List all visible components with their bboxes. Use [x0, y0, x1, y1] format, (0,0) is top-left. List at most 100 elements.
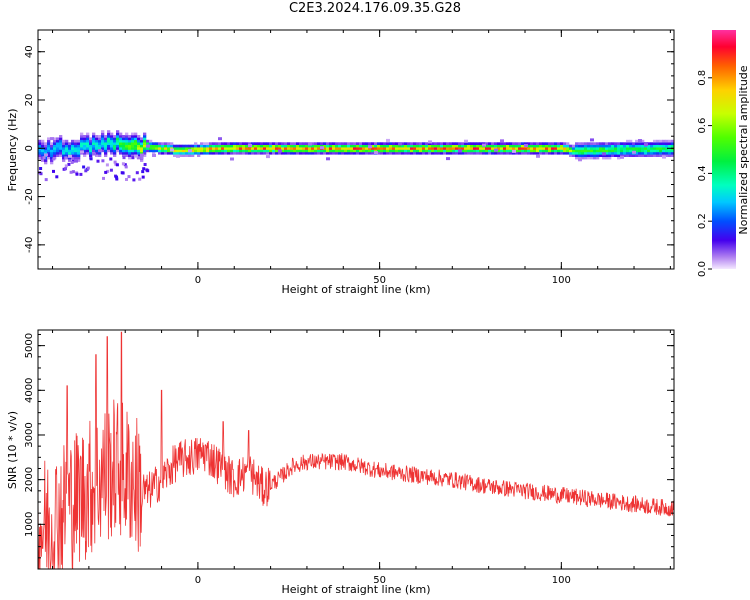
colorbar-tick-label: 0.4	[697, 165, 708, 181]
spectrogram-cell	[170, 151, 174, 155]
spectrogram-cell	[530, 142, 534, 145]
spectrogram-cell	[416, 144, 420, 148]
spectrogram-cell	[230, 144, 234, 148]
spectrogram-cell	[347, 144, 351, 148]
spectrogram-cell	[305, 144, 309, 148]
spectrogram-cell	[113, 147, 117, 150]
spectrogram-cell	[50, 156, 54, 160]
spectrogram-cell	[590, 156, 594, 160]
spectrogram-cell	[137, 149, 141, 153]
spectrogram-cell	[71, 147, 75, 150]
spectrogram-cell	[662, 139, 666, 143]
spectrogram-cell	[221, 144, 225, 148]
spectrogram-cell	[50, 154, 54, 157]
spectrogram-cell	[338, 151, 342, 155]
spectrogram-cell	[62, 139, 66, 143]
spectrogram-cell	[668, 154, 672, 157]
spectrogram-cell	[545, 151, 549, 155]
spectrogram-cell	[455, 149, 459, 153]
spectrogram-cell	[650, 147, 654, 150]
spectrogram-cell	[479, 147, 483, 150]
spectrogram-cell	[215, 151, 219, 155]
spectrogram-cell	[140, 159, 144, 162]
spectrogram-cell	[665, 144, 669, 148]
spectrogram-cell	[584, 156, 588, 160]
spectrogram-cell	[515, 149, 519, 153]
spectrogram-cell	[617, 149, 621, 153]
spectrogram-cell	[506, 149, 510, 153]
spectrogram-cell	[233, 149, 237, 153]
spectrogram-cell	[608, 142, 612, 145]
spectrogram-cell	[530, 144, 534, 148]
spectrogram-cell	[188, 151, 192, 155]
spectrogram-cell	[404, 147, 408, 150]
spectrogram-cell	[500, 144, 504, 148]
spectrogram-cell	[44, 161, 48, 165]
spectrogram-cell	[611, 154, 615, 157]
spectrogram-cell	[194, 147, 198, 150]
spectrogram-cell	[596, 151, 600, 155]
spectrogram-cell	[434, 142, 438, 145]
spectrogram-cell	[125, 132, 129, 136]
spectrogram-cell	[470, 149, 474, 153]
spectrogram-cell	[470, 151, 474, 155]
spectrogram-cell	[143, 147, 147, 150]
spectrogram-cell	[62, 156, 66, 160]
spectrogram-cell	[347, 142, 351, 145]
spectrogram-cell	[128, 135, 132, 138]
spectrogram-cell	[548, 144, 552, 148]
spectrogram-cell	[383, 144, 387, 148]
spectrogram-cell	[437, 151, 441, 155]
spectrogram-cell	[140, 147, 144, 150]
spectrogram-cell	[524, 144, 528, 147]
spectrogram-cell	[272, 142, 276, 145]
spectrogram-cell	[491, 142, 495, 145]
spectrogram-cell	[578, 149, 582, 153]
spectrogram-cell	[257, 149, 261, 153]
spectrogram-cell	[44, 151, 48, 155]
spectrogram-cell	[614, 149, 618, 153]
spectrogram-cell	[257, 151, 261, 155]
spectrogram-cell	[383, 151, 387, 155]
spectrogram-cell	[659, 144, 663, 148]
spectrogram-cell	[596, 142, 600, 145]
spectrogram-cell	[608, 144, 612, 148]
spectrogram-cell	[317, 151, 321, 155]
spectrogram-cell	[128, 142, 132, 145]
spectrogram-cell	[161, 142, 165, 145]
spectrogram-cell	[593, 156, 597, 160]
spectrogram-cell	[209, 147, 213, 150]
spectrogram-cell	[359, 151, 363, 155]
spectrogram-cell	[83, 144, 87, 148]
spectrogram-cell	[176, 154, 180, 158]
spectrogram-cell	[185, 154, 189, 157]
spectrogram-cell	[584, 149, 588, 153]
spectrogram-cell	[641, 151, 645, 155]
spectrogram-cell	[476, 149, 480, 153]
snr-ticks: 0 50 100 1000 2000 3000 4000 5000	[24, 330, 674, 586]
spectrogram-cell	[245, 147, 249, 150]
spectrogram-cell	[251, 147, 255, 150]
spectrogram-cell	[431, 142, 435, 145]
spectrogram-cell	[98, 135, 102, 138]
spectrogram-cell	[521, 142, 525, 145]
spectrogram-cell	[455, 144, 459, 148]
spectrogram-cell	[257, 147, 261, 150]
spectrogram-cell	[80, 139, 84, 143]
spectrogram-cell	[59, 139, 63, 143]
spectrogram-cell	[275, 151, 279, 155]
spectrogram-cell	[56, 139, 60, 143]
spectrogram-cell	[113, 149, 117, 153]
spectrogram-cell	[146, 139, 150, 143]
spectrogram-cell	[347, 149, 351, 153]
spectrogram-cell	[599, 154, 603, 157]
spectrogram-cell	[350, 144, 354, 148]
spectrogram-cell	[65, 151, 69, 155]
spectrogram-cell	[584, 147, 588, 150]
spectrogram-cell	[632, 150, 636, 154]
spectrogram-cell	[497, 144, 501, 148]
spectrogram-cell	[524, 147, 528, 150]
spectrogram-cell	[458, 144, 462, 148]
spectrogram-cell	[392, 149, 396, 153]
spectrogram-cell	[299, 147, 303, 150]
